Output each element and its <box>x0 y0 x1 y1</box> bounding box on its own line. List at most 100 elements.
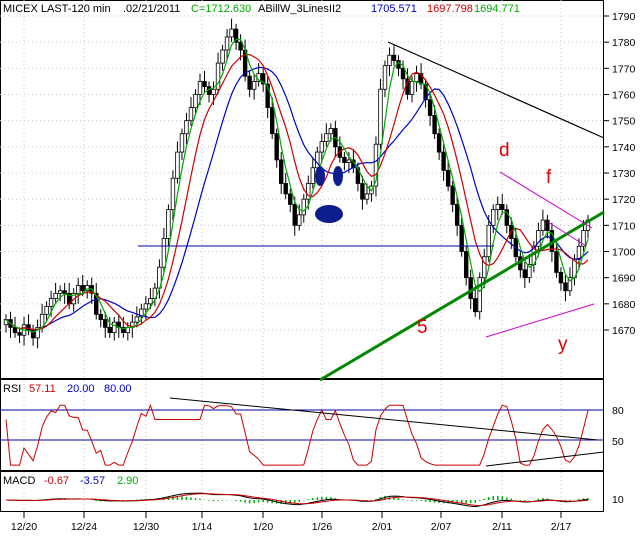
price-bar-body <box>459 224 464 252</box>
header-indicator: ABillW_3LinesII2 <box>258 3 341 15</box>
price-bar-body <box>378 88 383 145</box>
y-tick-label: 1730 <box>612 168 636 180</box>
price-bar-body <box>288 193 293 205</box>
macd-tick-10: 10 <box>612 494 624 506</box>
price-bar-body <box>175 151 180 179</box>
price-bar-body <box>35 326 40 339</box>
price-bar-body <box>85 285 90 292</box>
price-bar-body <box>247 75 252 90</box>
price-bar-body <box>536 230 541 247</box>
price-bar-body <box>170 177 176 211</box>
price-bar-body <box>432 115 437 135</box>
price-bar-body <box>477 277 482 313</box>
price-bar-body <box>279 159 284 184</box>
price-bar-body <box>75 285 81 294</box>
x-tick-label: 1/26 <box>312 521 333 533</box>
y-tick-label: 1770 <box>612 63 636 75</box>
y-tick-label: 1740 <box>612 142 636 154</box>
price-bar-body <box>103 319 108 328</box>
price-bar-body <box>283 183 288 195</box>
price-bar-body <box>486 224 491 258</box>
price-bar-body <box>233 28 239 43</box>
price-bar-body <box>229 28 234 38</box>
price-bar-body <box>346 159 352 163</box>
rsi-upper-trendline <box>169 397 599 441</box>
price-bar-body <box>301 198 306 216</box>
price-bar-body <box>576 245 582 260</box>
price-bar-body <box>400 67 406 80</box>
price-bar-body <box>184 120 189 135</box>
x-tick-label: 2/17 <box>551 521 572 533</box>
y-tick-label: 1750 <box>612 116 636 128</box>
price-bar-body <box>468 277 473 299</box>
price-bar-body <box>211 88 216 95</box>
price-bar-body <box>17 332 22 336</box>
rsi-tick-50: 50 <box>612 436 624 448</box>
price-bar-body <box>310 167 315 184</box>
price-bar-body <box>441 151 446 171</box>
price-bar-body <box>12 326 18 334</box>
annotation-d: d <box>499 140 510 161</box>
price-bar-body <box>319 141 325 153</box>
price-bar-body <box>80 285 85 292</box>
header-value-3: 1694.771 <box>474 3 520 15</box>
price-bar-body <box>418 73 424 85</box>
y-tick-label: 1780 <box>612 37 636 49</box>
rsi-header: RSI 57.11 20.00 80.00 <box>3 383 132 395</box>
vertical-grid <box>23 0 562 512</box>
price-bar-body <box>98 313 103 320</box>
price-bar-body <box>445 169 451 187</box>
price-bar-body <box>112 321 117 334</box>
price-bar-body <box>188 107 194 122</box>
x-tick-label: 1/20 <box>253 521 274 533</box>
macd-label: MACD <box>3 475 35 487</box>
price-bar-body <box>436 133 442 153</box>
header-date: .02/21/2011 <box>123 3 180 15</box>
price-bar-body <box>161 238 167 268</box>
price-bar-body <box>558 272 564 284</box>
price-bar-body <box>269 107 275 135</box>
y-tick-label: 1700 <box>612 247 636 259</box>
price-bar-body <box>360 183 365 200</box>
support-trendline <box>319 210 605 382</box>
x-tick-label: 2/07 <box>431 521 452 533</box>
price-bar-body <box>540 219 546 231</box>
rsi-line <box>5 403 589 466</box>
price-bar-body <box>382 65 388 90</box>
macd-header: MACD -0.67 -3.57 2.90 <box>3 475 138 487</box>
price-bar-body <box>121 326 126 334</box>
price-bars <box>3 18 591 349</box>
price-bar-body <box>224 36 230 51</box>
price-bar-body <box>306 183 311 200</box>
chart-header: MICEX LAST-120 min .02/21/2011 C=1712.63… <box>3 3 520 15</box>
horizontal-grid <box>0 15 604 331</box>
rsi-panel-frame <box>0 379 604 471</box>
price-bar-body <box>220 49 225 64</box>
price-bar-body <box>522 269 528 279</box>
price-bar-body <box>166 209 171 239</box>
price-bar-body <box>197 81 203 95</box>
price-bar-body <box>215 62 221 90</box>
price-bar-body <box>193 94 198 108</box>
x-tick-label: 2/01 <box>372 521 393 533</box>
price-bar-body <box>315 151 320 169</box>
price-bar-body <box>364 193 370 200</box>
header-value-2: 1697.798 <box>427 3 473 15</box>
price-bar-body <box>491 209 496 226</box>
price-bar-body <box>251 81 257 90</box>
rsi-label: RSI <box>3 383 21 395</box>
decorative-ellipses <box>315 166 343 223</box>
y-tick-label: 1680 <box>612 299 636 311</box>
price-bar-body <box>563 282 568 292</box>
price-bar-body <box>57 290 63 294</box>
price-bar-body <box>26 324 31 331</box>
annotation-f: f <box>546 167 552 188</box>
resistance-trendline <box>387 41 605 139</box>
price-bar-body <box>545 219 550 231</box>
macd-value-2: -3.57 <box>80 475 105 487</box>
price-bar-body <box>62 290 67 294</box>
rsi-high: 80.00 <box>104 383 132 395</box>
price-bar-body <box>500 203 505 211</box>
medium-moving-average <box>5 53 589 331</box>
